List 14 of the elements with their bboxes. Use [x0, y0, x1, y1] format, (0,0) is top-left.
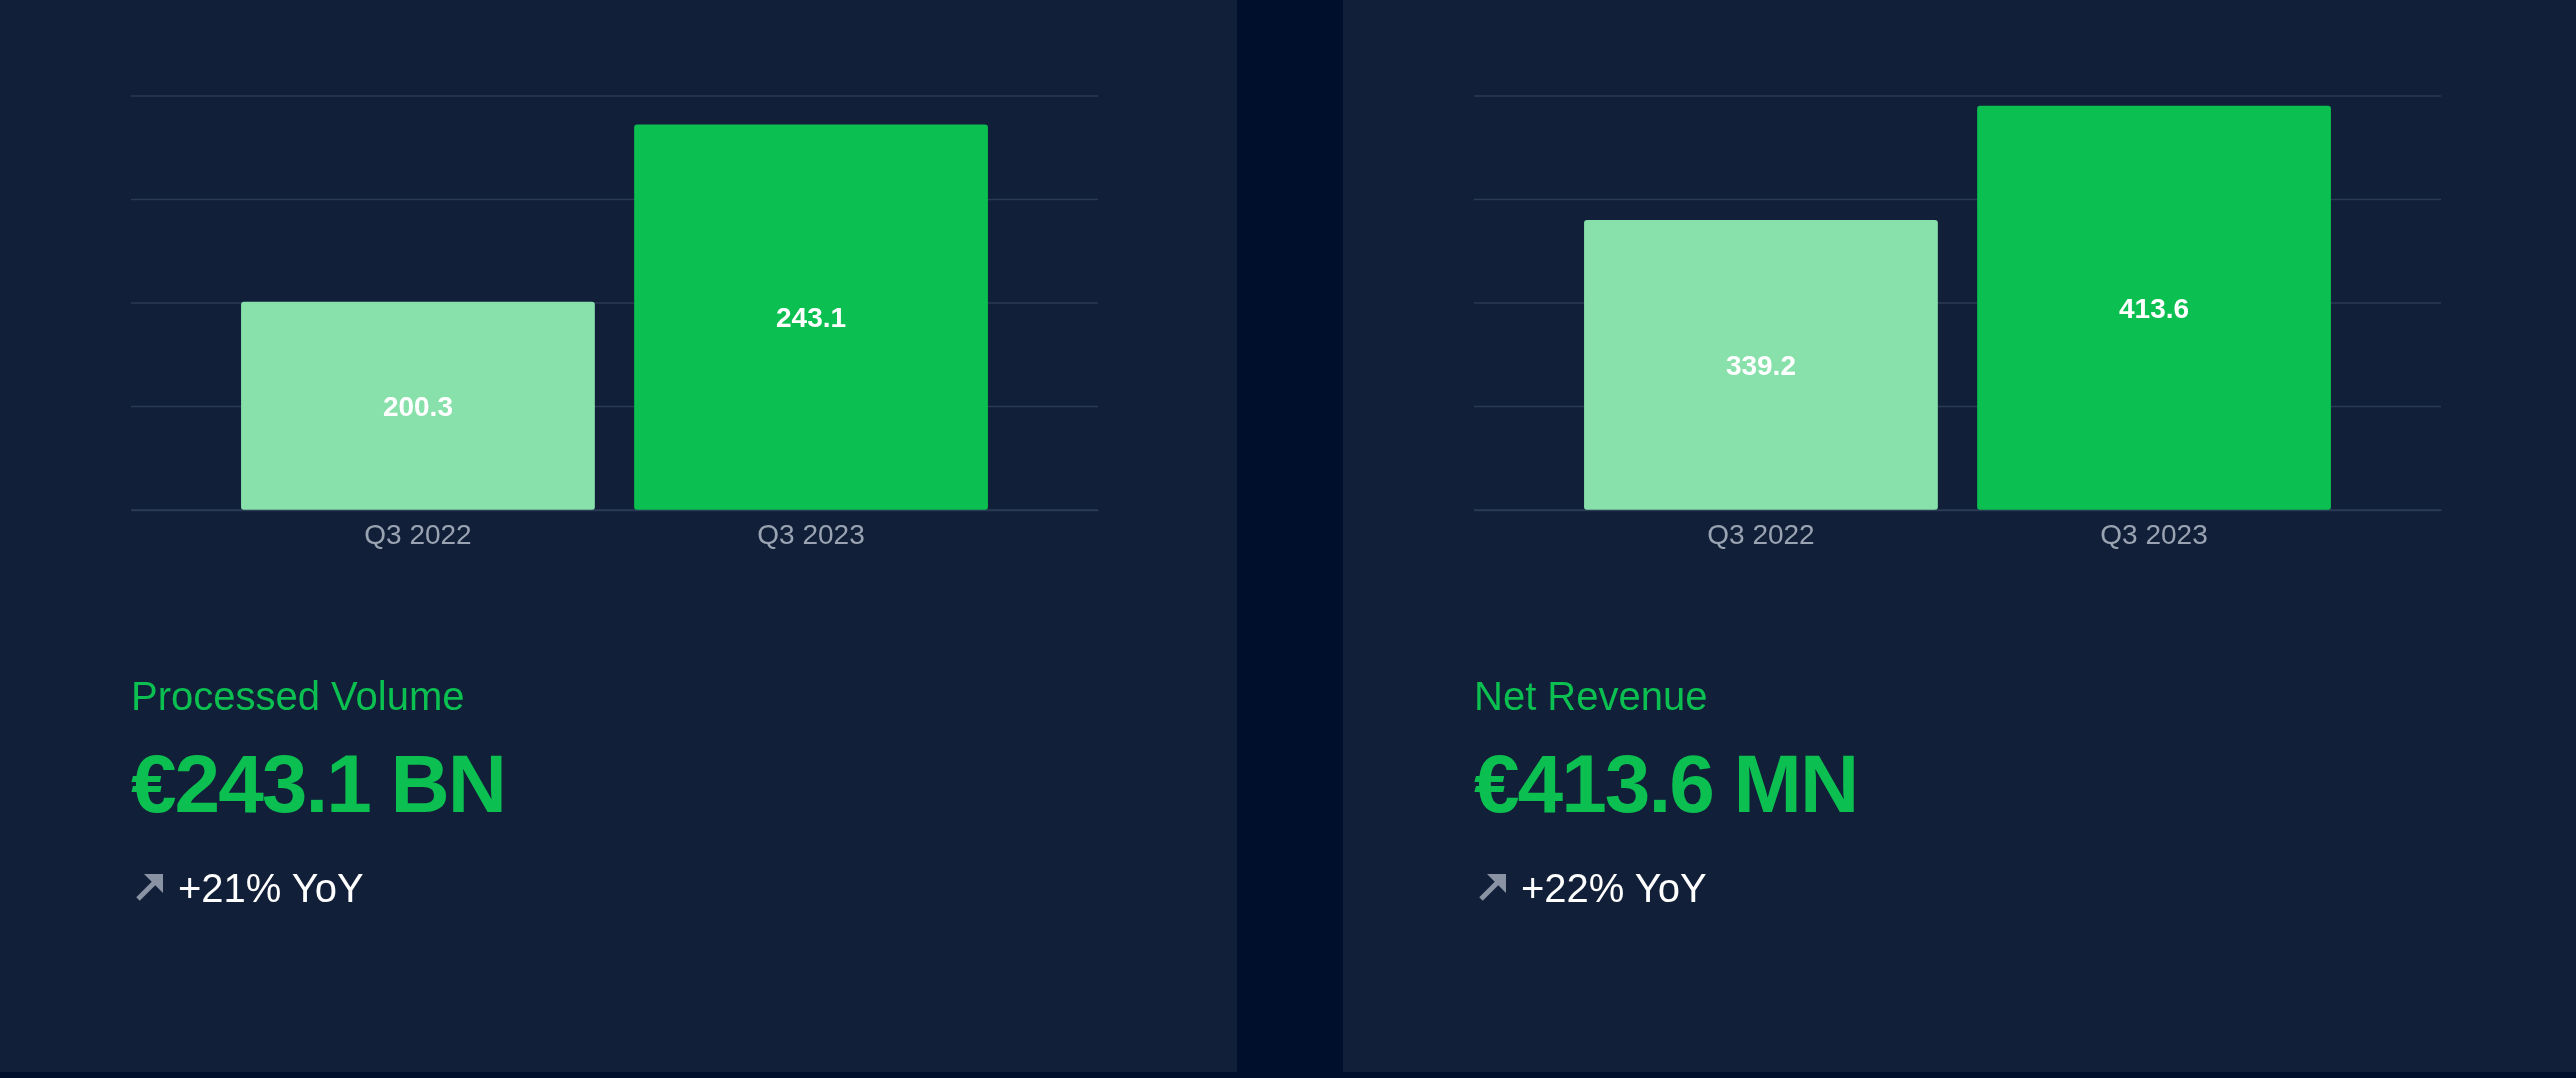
text: Net Revenue [1474, 674, 1708, 718]
data-label: 200.3 [382, 390, 453, 422]
x-tick-label: Q3 2022 [364, 518, 472, 550]
data-label: 413.6 [2119, 292, 2190, 324]
text: €243.1 BN [131, 738, 506, 829]
data-label: 243.1 [776, 302, 847, 334]
text: €413.6 MN [1474, 738, 1858, 829]
text: +21% YoY [178, 866, 364, 910]
x-tick-label: Q3 2023 [2100, 518, 2208, 550]
x-tick-label: Q3 2023 [757, 518, 865, 550]
data-label: 339.2 [1725, 349, 1796, 381]
text: Processed Volume [131, 674, 465, 718]
text: +22% YoY [1521, 866, 1707, 910]
x-tick-label: Q3 2022 [1707, 518, 1815, 550]
